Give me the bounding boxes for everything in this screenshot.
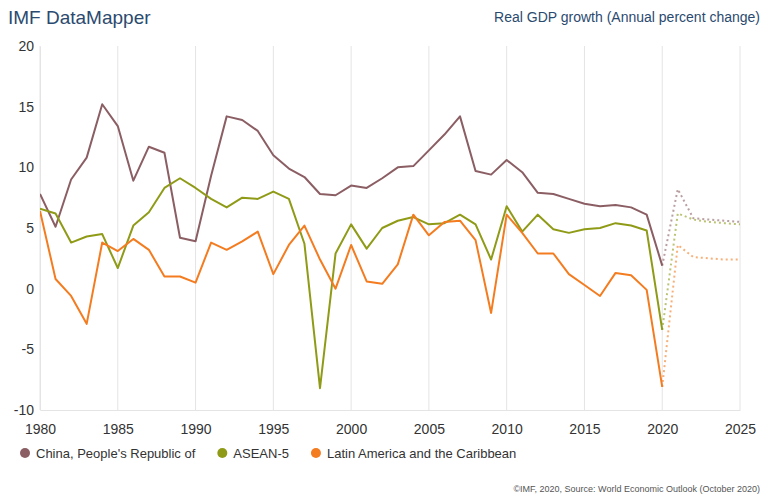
x-tick: 1990 xyxy=(180,410,211,437)
x-tick: 2020 xyxy=(647,410,678,437)
y-tick: -10 xyxy=(14,402,40,418)
y-tick-label: -5 xyxy=(22,341,35,357)
series-line xyxy=(40,104,662,265)
grid-line xyxy=(117,46,118,410)
x-tick: 2025 xyxy=(725,410,756,437)
grid xyxy=(40,46,740,410)
y-tick-label: 15 xyxy=(18,99,34,115)
x-tick: 2015 xyxy=(569,410,600,437)
y-tick-label: 0 xyxy=(26,281,34,297)
y-tick-label: 10 xyxy=(18,159,34,175)
legend-item: Latin America and the Caribbean xyxy=(311,446,516,461)
legend-item: ASEAN-5 xyxy=(217,446,289,461)
grid-line xyxy=(740,46,741,410)
y-tick: -5 xyxy=(22,341,40,357)
legend-label: ASEAN-5 xyxy=(233,446,289,461)
series-line xyxy=(662,245,740,387)
grid-line xyxy=(506,46,507,410)
legend: China, People's Republic of ASEAN-5 Latin … xyxy=(20,446,516,461)
x-tick: 1985 xyxy=(103,410,134,437)
y-tick: 5 xyxy=(26,220,40,236)
x-tick-label: 2010 xyxy=(492,421,523,437)
grid-line xyxy=(662,46,663,410)
x-tick: 1980 xyxy=(25,410,56,437)
subtitle: Real GDP growth (Annual percent change) xyxy=(494,9,760,25)
grid-line xyxy=(584,46,585,410)
y-tick: 10 xyxy=(18,159,40,175)
x-tick-label: 1995 xyxy=(258,421,289,437)
y-tick: 15 xyxy=(18,99,40,115)
y-tick-label: -10 xyxy=(14,402,34,418)
x-axis-line xyxy=(41,410,741,411)
y-axis: -10 -5 0 5 10 15 20 xyxy=(14,38,41,418)
x-tick: 2005 xyxy=(414,410,445,437)
grid-line xyxy=(351,46,352,410)
y-tick: 20 xyxy=(18,38,40,54)
grid-line xyxy=(428,46,429,410)
source: ©IMF, 2020, Source: World Economic Outlo… xyxy=(513,484,760,494)
x-axis: 1980 1985 1990 1995 2000 2005 2010 2015 2020 2025 xyxy=(25,410,756,437)
x-tick: 1995 xyxy=(258,410,289,437)
series-line xyxy=(40,178,662,388)
chart: IMF DataMapper Real GDP growth (Annual pe… xyxy=(0,0,768,500)
x-tick-label: 1980 xyxy=(25,421,56,437)
y-tick-label: 5 xyxy=(26,220,34,236)
title: IMF DataMapper xyxy=(8,7,151,28)
grid-line xyxy=(273,46,274,410)
x-tick: 2000 xyxy=(336,410,367,437)
series-line xyxy=(40,211,662,387)
x-tick-label: 2020 xyxy=(647,421,678,437)
series-line xyxy=(662,189,740,265)
x-tick-label: 1985 xyxy=(103,421,134,437)
x-tick-label: 2005 xyxy=(414,421,445,437)
y-tick: 0 xyxy=(26,281,40,297)
legend-label: Latin America and the Caribbean xyxy=(327,446,516,461)
legend-marker xyxy=(311,448,321,458)
x-tick-label: 2015 xyxy=(569,421,600,437)
legend-marker xyxy=(217,448,227,458)
plot-lines xyxy=(40,104,740,388)
grid-line xyxy=(195,46,196,410)
x-tick-label: 2000 xyxy=(336,421,367,437)
legend-marker xyxy=(20,448,30,458)
legend-item: China, People's Republic of xyxy=(20,446,196,461)
x-tick: 2010 xyxy=(492,410,523,437)
legend-label: China, People's Republic of xyxy=(36,446,196,461)
y-axis-line xyxy=(40,47,41,411)
grid-line xyxy=(40,46,41,410)
x-tick-label: 1990 xyxy=(180,421,211,437)
x-tick-label: 2025 xyxy=(725,421,756,437)
y-tick-label: 20 xyxy=(18,38,34,54)
